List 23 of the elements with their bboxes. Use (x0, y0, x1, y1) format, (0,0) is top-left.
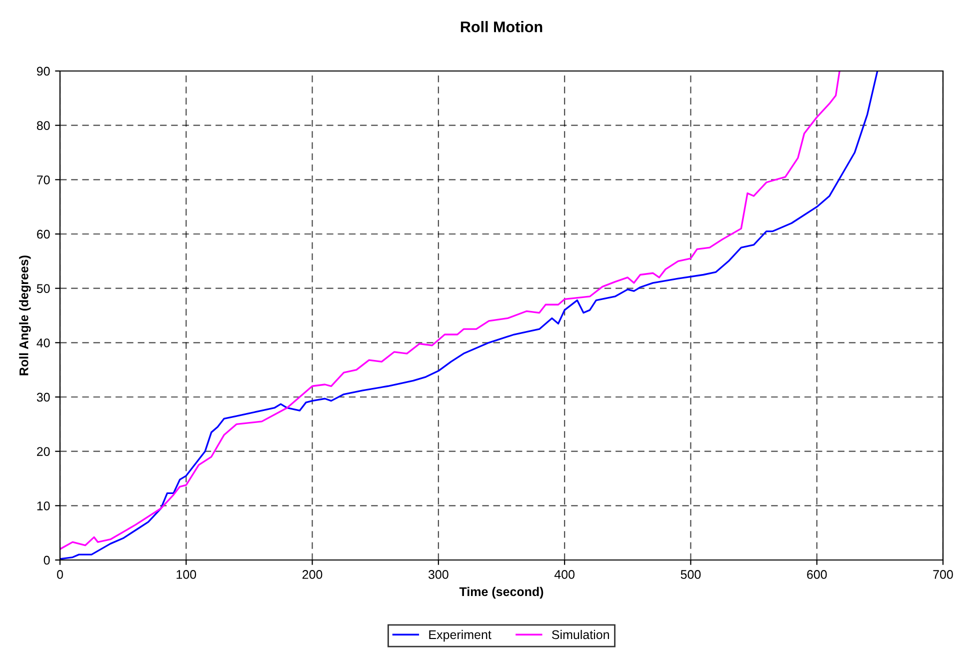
legend-label: Experiment (429, 630, 492, 642)
y-tick-label: 10 (37, 501, 50, 510)
y-tick-label: 50 (36, 284, 50, 293)
y-tick-label: 60 (37, 230, 50, 239)
y-tick-label: 20 (37, 447, 50, 456)
x-tick-label: 600 (807, 570, 827, 579)
y-tick-label: 70 (37, 175, 50, 184)
x-tick-label: 200 (302, 570, 322, 579)
x-tick-label: 0 (57, 570, 63, 579)
x-tick-label: 700 (933, 570, 953, 579)
y-axis-title: Roll Angle (degrees) (19, 256, 31, 376)
chart-title: Roll Motion (460, 21, 542, 32)
x-axis-title: Time (second) (459, 586, 544, 599)
y-tick-label: 0 (44, 556, 50, 565)
legend-label: Simulation (552, 630, 609, 640)
y-tick-label: 40 (36, 338, 50, 348)
y-tick-label: 30 (36, 392, 50, 402)
x-tick-label: 300 (428, 570, 448, 579)
x-tick-label: 500 (680, 570, 701, 579)
y-tick-label: 90 (36, 66, 50, 76)
y-tick-label: 80 (36, 121, 50, 130)
x-tick-label: 100 (176, 570, 196, 579)
x-tick-label: 400 (554, 570, 575, 579)
